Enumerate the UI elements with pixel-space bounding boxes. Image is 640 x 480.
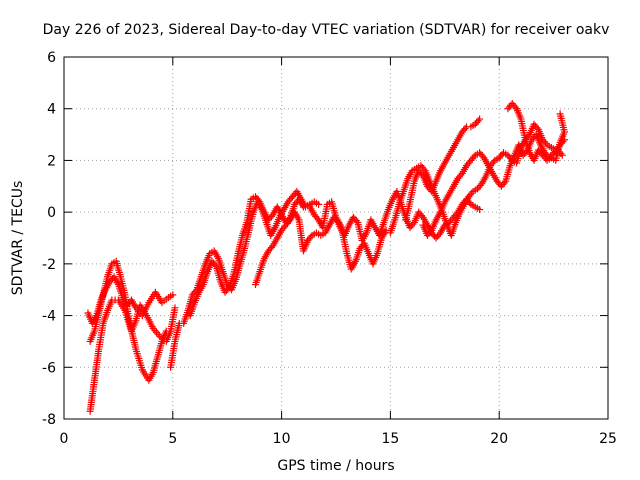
data-point-fill [461,125,469,133]
data-point-fill [211,261,219,269]
data-point-fill [224,285,232,293]
grid-lines [64,57,608,419]
data-point-fill [254,196,262,204]
data-point [167,327,175,335]
data-point-fill [267,243,275,251]
x-tick-label: 5 [168,431,177,447]
data-point [558,151,566,159]
y-tick-label: -4 [42,309,56,325]
x-tick-label: 0 [60,431,69,447]
data-point-fill [285,218,293,226]
chart-title: Day 226 of 2023, Sidereal Day-to-day VTE… [43,22,610,38]
data-point-fill [476,181,484,189]
y-axis-label: SDTVAR / TECUs [10,181,26,296]
plot-area-frame [63,56,609,420]
data-point-fill [307,233,315,241]
data-point [315,200,323,208]
data-point-fill [500,179,508,187]
y-tick-label: 6 [47,50,56,66]
x-tick-label: 25 [599,431,617,447]
y-tick-label: -8 [42,412,56,428]
data-point-fill [313,214,321,222]
data-point-fill [352,217,360,225]
data-point-fill [533,124,541,132]
data-point-fill [418,212,426,220]
x-axis-label: GPS time / hours [277,458,394,474]
y-tick-label: -6 [42,360,56,376]
data-point [299,203,307,211]
x-tick-label: 10 [273,431,291,447]
data-point-fill [457,171,465,179]
y-tick-label: -2 [42,257,56,273]
data-point [169,291,177,299]
data-point-fill [511,103,519,111]
data-point-fill [479,152,487,160]
y-tick-label: 2 [47,153,56,169]
data-point-fill [267,212,275,220]
axis-ticks [63,56,609,420]
data-point-fill [418,170,426,178]
data-point [171,304,179,312]
data-point-fill [435,231,443,239]
data-point-fill [548,150,556,158]
data-point [556,110,564,118]
data-point-fill [409,220,417,228]
y-tick-label: 0 [47,205,56,221]
data-point-fill [542,139,550,147]
x-tick-labels: 0 5 10 15 20 25 [60,431,617,447]
data-point-fill [468,189,476,197]
y-tick-labels: -8 -6 -4 -2 0 2 4 6 [42,50,56,428]
data-point [476,115,484,123]
data-point-fill [470,153,478,161]
data-point-fill [426,228,434,236]
data-point-fill [474,117,482,125]
x-tick-label: 20 [490,431,508,447]
data-point-fill [420,165,428,173]
data-points [84,100,568,415]
y-tick-label: 4 [47,102,56,118]
x-tick-label: 15 [381,431,399,447]
data-point [476,206,484,214]
data-point-fill [489,158,497,166]
